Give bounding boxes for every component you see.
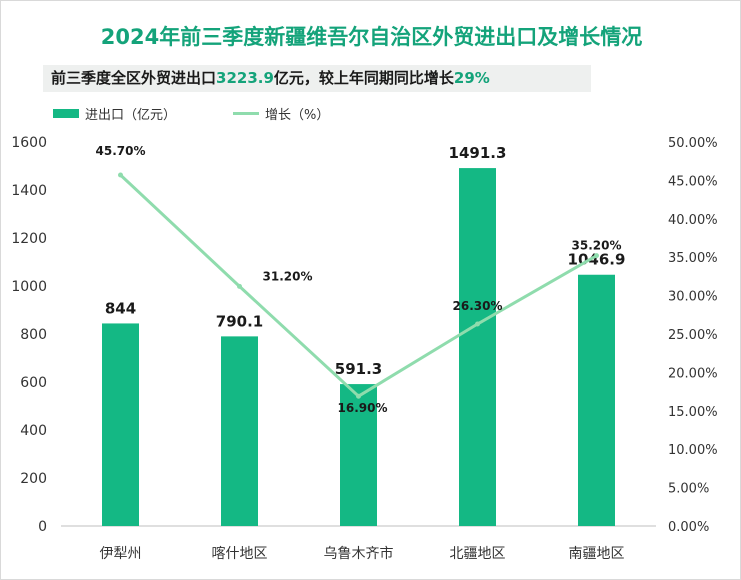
right-axis-tick-label: 50.00% xyxy=(668,136,718,151)
growth-value-label: 16.90% xyxy=(338,401,388,415)
growth-point xyxy=(237,283,242,289)
right-axis-tick-label: 20.00% xyxy=(668,366,718,381)
right-axis-tick-label: 0.00% xyxy=(668,520,709,535)
right-axis-tick-label: 45.00% xyxy=(668,174,718,189)
bar-value-label: 844 xyxy=(105,299,136,317)
category-tick-label: 北疆地区 xyxy=(450,546,506,562)
legend-label-bar: 进出口（亿元） xyxy=(85,108,177,123)
bar xyxy=(221,336,258,526)
left-axis-tick-label: 1200 xyxy=(11,231,47,247)
subtitle-growth: 29% xyxy=(453,69,490,87)
subtitle-prefix: 前三季度全区外贸进出口 xyxy=(51,69,217,87)
right-axis-tick-label: 15.00% xyxy=(668,405,718,420)
left-axis-tick-label: 600 xyxy=(20,375,47,391)
bar xyxy=(340,384,377,526)
bar-value-label: 1491.3 xyxy=(449,144,507,162)
left-axis-tick-label: 1400 xyxy=(11,183,47,199)
chart-title: 2024年前三季度新疆维吾尔自治区外贸进出口及增长情况 xyxy=(100,25,643,49)
right-axis-tick-label: 35.00% xyxy=(668,251,718,266)
legend-swatch-line xyxy=(233,112,259,115)
growth-point xyxy=(594,253,599,259)
subtitle-middle: 亿元，较上年同期同比增长 xyxy=(273,69,454,87)
bar xyxy=(102,323,139,526)
growth-value-label: 35.20% xyxy=(572,239,622,253)
subtitle-total: 3223.9 xyxy=(216,69,274,87)
left-axis-tick-label: 800 xyxy=(20,327,47,343)
category-tick-label: 乌鲁木齐市 xyxy=(324,545,394,562)
growth-point xyxy=(118,172,123,178)
bar-value-label: 591.3 xyxy=(335,360,382,378)
right-axis-tick-label: 30.00% xyxy=(668,290,718,305)
bar xyxy=(459,168,496,526)
legend-item-line: 增长（%） xyxy=(233,104,329,123)
left-axis-tick-label: 200 xyxy=(20,471,47,487)
left-axis-tick-label: 400 xyxy=(20,423,47,439)
legend-item-bar: 进出口（亿元） xyxy=(53,104,176,123)
left-axis-tick-label: 0 xyxy=(38,519,47,535)
category-tick-label: 伊犁州 xyxy=(100,546,142,562)
growth-value-label: 31.20% xyxy=(263,269,313,283)
category-tick-label: 喀什地区 xyxy=(212,546,268,562)
left-axis-tick-label: 1600 xyxy=(11,135,47,151)
left-axis-tick-label: 1000 xyxy=(11,279,47,295)
legend-label-line: 增长（%） xyxy=(265,108,330,123)
growth-point xyxy=(475,321,480,327)
right-axis-tick-label: 10.00% xyxy=(668,443,718,458)
chart-subtitle: 前三季度全区外贸进出口3223.9亿元，较上年同期同比增长29% xyxy=(43,65,591,92)
right-axis-tick-label: 40.00% xyxy=(668,213,718,228)
growth-value-label: 26.30% xyxy=(453,299,503,313)
growth-point xyxy=(356,393,361,399)
bar-value-label: 790.1 xyxy=(216,312,263,330)
growth-value-label: 45.70% xyxy=(96,144,146,158)
bar xyxy=(578,274,615,526)
right-axis-tick-label: 5.00% xyxy=(668,482,709,497)
legend-swatch-bar xyxy=(53,109,79,118)
category-tick-label: 南疆地区 xyxy=(569,546,625,562)
right-axis-tick-label: 25.00% xyxy=(668,328,718,343)
